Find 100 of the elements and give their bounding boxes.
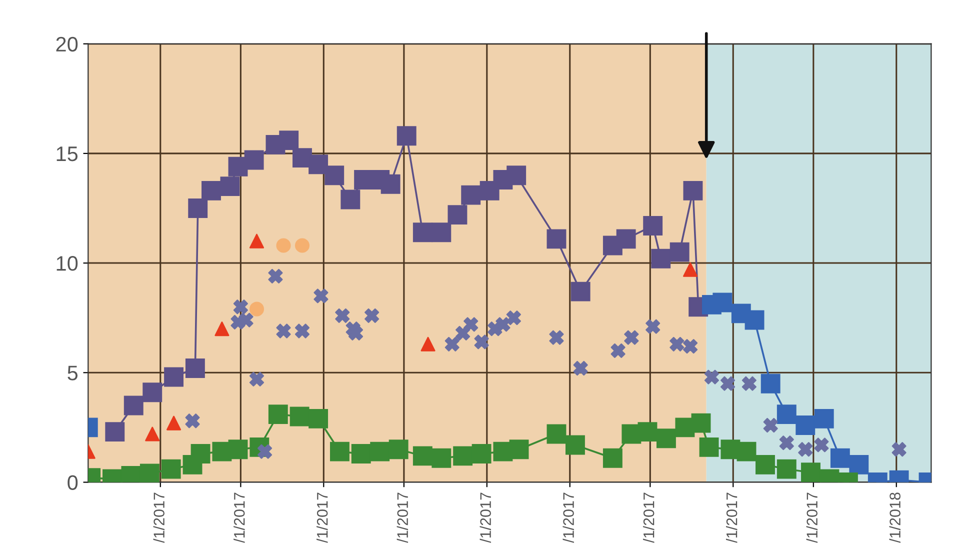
point	[506, 310, 521, 326]
point	[351, 444, 371, 464]
point	[370, 442, 390, 462]
point	[233, 300, 248, 314]
y-tick-label: 5	[68, 366, 78, 380]
point	[610, 343, 626, 358]
point	[670, 336, 684, 352]
point	[549, 330, 564, 345]
point	[720, 376, 736, 391]
point	[335, 308, 350, 323]
point	[228, 440, 248, 460]
point	[464, 317, 478, 332]
x-tick-label: /1/2017	[480, 492, 492, 543]
point	[166, 416, 182, 430]
point	[276, 324, 291, 338]
point	[670, 242, 690, 262]
point	[244, 150, 264, 170]
point	[742, 376, 756, 391]
point	[190, 444, 210, 464]
point	[570, 282, 590, 302]
point	[651, 248, 671, 268]
point	[461, 185, 481, 205]
x-tick-label: /1/2018	[889, 492, 900, 543]
point	[624, 330, 639, 345]
x-tick-label: /1/2017	[643, 492, 654, 543]
point	[453, 446, 473, 466]
point	[736, 442, 756, 462]
point	[161, 459, 181, 479]
point	[124, 396, 144, 416]
x-tick-label: /1/2017	[153, 492, 164, 543]
y-tick-label: 20	[56, 36, 78, 52]
point	[602, 448, 622, 468]
point	[412, 446, 432, 466]
point	[396, 126, 416, 146]
point	[546, 229, 566, 249]
point	[496, 317, 510, 332]
point	[140, 464, 160, 482]
point	[656, 428, 676, 448]
point	[798, 442, 813, 457]
point	[348, 326, 364, 340]
point	[776, 404, 796, 424]
point	[509, 440, 529, 460]
x-tick-label: /1/2017	[396, 492, 408, 543]
point	[105, 422, 125, 442]
point	[294, 324, 310, 338]
point	[814, 438, 829, 452]
point	[796, 416, 816, 435]
point	[506, 166, 526, 186]
point	[340, 190, 360, 210]
point	[220, 176, 240, 196]
point	[188, 198, 208, 218]
point	[814, 408, 834, 428]
point	[546, 424, 566, 444]
point	[448, 205, 468, 225]
point	[412, 222, 432, 242]
point	[712, 292, 732, 312]
point	[185, 358, 205, 378]
point	[388, 440, 408, 460]
point	[849, 454, 869, 474]
point	[432, 222, 452, 242]
point	[763, 418, 778, 433]
point	[420, 336, 436, 352]
y-tick-label: 15	[56, 146, 78, 162]
x-tick-label: /1/2017	[316, 492, 328, 543]
point	[643, 216, 663, 236]
x-tick-label: /1/2017	[726, 492, 738, 543]
point	[432, 448, 452, 468]
point	[330, 442, 350, 462]
point	[164, 367, 184, 387]
point	[704, 370, 719, 384]
point	[249, 302, 264, 316]
point	[756, 454, 775, 474]
x-tick-label: /1/2017	[562, 492, 574, 543]
point	[691, 413, 711, 433]
point	[249, 234, 264, 248]
point	[830, 448, 850, 468]
point	[646, 319, 660, 334]
y-tick-label: 0	[68, 475, 78, 490]
point	[744, 310, 764, 330]
point	[683, 262, 698, 277]
point	[276, 238, 291, 253]
point	[380, 174, 400, 194]
point	[776, 459, 796, 479]
point	[760, 374, 780, 394]
point	[444, 336, 460, 352]
point	[472, 444, 492, 464]
x-tick-label: /1/2017	[806, 492, 818, 543]
point	[364, 308, 380, 323]
point	[249, 372, 264, 386]
x-tick-label: /1/2017	[234, 492, 245, 543]
point	[314, 288, 328, 304]
point	[294, 238, 310, 253]
point	[573, 360, 588, 376]
point	[616, 229, 636, 249]
y-tick-label: 10	[56, 256, 78, 271]
point	[202, 180, 221, 200]
point	[474, 334, 489, 350]
point	[308, 408, 328, 428]
point	[185, 414, 200, 428]
point	[699, 437, 719, 457]
